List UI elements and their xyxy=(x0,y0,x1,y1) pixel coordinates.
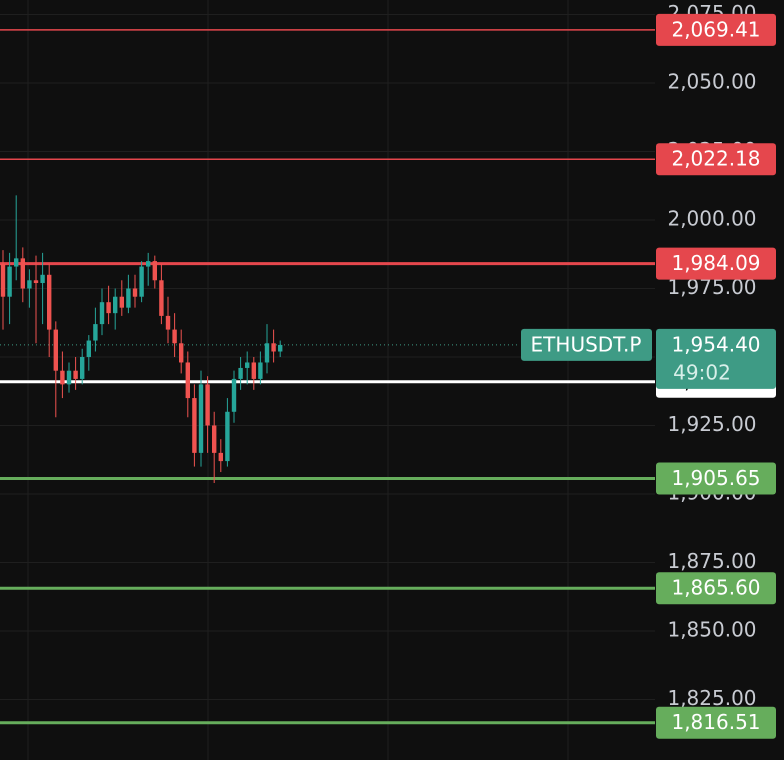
y-tick-label: 1,875.00 xyxy=(667,549,756,573)
candle-body xyxy=(99,302,105,325)
candle-body xyxy=(20,258,25,289)
level-badge xyxy=(656,706,776,739)
y-tick-label: 1,825.00 xyxy=(667,686,756,710)
symbol-badge xyxy=(521,328,652,361)
candle-body xyxy=(27,280,32,289)
candle-body xyxy=(212,425,217,453)
candle-body xyxy=(14,258,19,267)
candle-body xyxy=(33,280,39,284)
candle-body xyxy=(146,261,151,267)
candle-body xyxy=(132,288,138,297)
candle-body xyxy=(0,263,6,297)
candle-body xyxy=(271,343,276,352)
level-label: 1,816.51 xyxy=(671,710,760,734)
candle-body xyxy=(152,261,157,281)
level-badge xyxy=(656,13,776,46)
level-label: 1,905.65 xyxy=(671,466,760,490)
level-label: 2,022.18 xyxy=(671,147,760,171)
level-label: 2,069.41 xyxy=(671,17,760,41)
level-badge xyxy=(656,247,776,280)
candle-body xyxy=(119,296,124,308)
candle-body xyxy=(198,384,204,453)
y-tick-label: 2,000.00 xyxy=(667,207,756,231)
candle-body xyxy=(126,288,131,308)
candle-body xyxy=(225,411,230,462)
candle-body xyxy=(93,324,98,341)
candle-body xyxy=(205,384,210,426)
candle-body xyxy=(179,343,184,363)
candle-body xyxy=(185,362,190,399)
candle-body xyxy=(7,266,12,297)
price-label: 1,954.40 xyxy=(671,332,760,356)
candle-body xyxy=(245,362,250,368)
candle-body xyxy=(258,362,263,379)
level-badge xyxy=(656,572,776,605)
candle-body xyxy=(80,356,85,379)
symbol-label: ETHUSDT.P xyxy=(531,332,642,356)
candle-body xyxy=(40,274,45,284)
candle-body xyxy=(165,315,171,330)
candle-body xyxy=(86,340,91,357)
candle-body xyxy=(106,302,111,314)
candle-body xyxy=(47,274,52,330)
countdown-label: 49:02 xyxy=(673,360,731,384)
y-tick-label: 1,850.00 xyxy=(667,617,756,641)
level-label: 1,984.09 xyxy=(671,251,760,275)
level-badge xyxy=(656,462,776,495)
candle-body xyxy=(113,296,118,314)
candle-body xyxy=(238,367,243,379)
candle-body xyxy=(60,370,65,385)
candle-body xyxy=(159,280,164,316)
candle-body xyxy=(172,329,177,344)
candle-body xyxy=(251,362,256,379)
candle-body xyxy=(139,266,144,297)
y-tick-label: 2,050.00 xyxy=(667,70,756,94)
candle-body xyxy=(218,452,223,462)
candle-body xyxy=(73,370,78,379)
candle-body xyxy=(264,343,270,363)
candle-body xyxy=(192,398,197,453)
level-label: 1,865.60 xyxy=(671,576,760,600)
candle-body xyxy=(53,329,58,371)
candle-body xyxy=(66,370,72,385)
y-tick-label: 1,925.00 xyxy=(667,412,756,436)
price-badge xyxy=(656,328,776,389)
candle-body xyxy=(231,378,237,412)
level-badge xyxy=(656,143,776,176)
candle-body xyxy=(278,344,283,352)
